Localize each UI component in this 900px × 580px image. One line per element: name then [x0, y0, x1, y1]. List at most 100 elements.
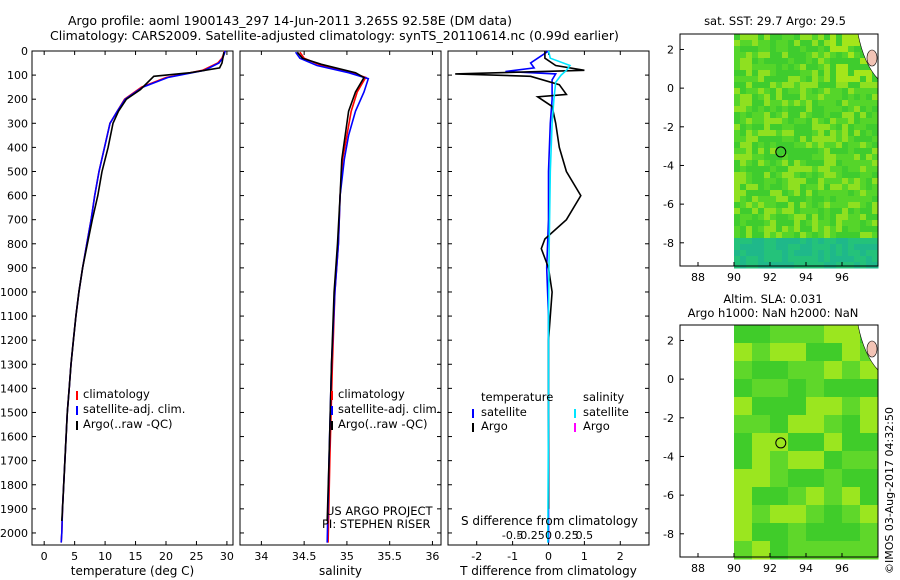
sst-map-cell: [824, 154, 831, 161]
sla-map-cell: [788, 445, 795, 452]
sla-map-cell: [800, 499, 807, 506]
sst-map-cell: [854, 124, 861, 131]
sla-map-cell: [782, 511, 789, 518]
sla-map-cell: [830, 373, 837, 380]
sst-map-cell: [842, 130, 849, 137]
sla-map-cell: [854, 379, 861, 386]
sla-map-cell: [812, 475, 819, 482]
depth-tick-label: 1500: [0, 406, 28, 419]
sla-map-cell: [800, 343, 807, 350]
sst-map-cell: [770, 190, 777, 197]
sla-map-cell: [848, 535, 855, 542]
sla-map-cell: [818, 337, 825, 344]
sla-map-cell: [788, 379, 795, 386]
sst-map-cell: [764, 142, 771, 149]
sla-map-cell: [866, 481, 873, 488]
sla-map-cell: [764, 547, 771, 554]
sst-map-cell: [860, 136, 867, 143]
sst-map-cell: [752, 130, 759, 137]
sst-map-cell: [860, 166, 867, 173]
pi-credit: PI: STEPHEN RISER: [322, 517, 431, 531]
sla-map-cell: [836, 433, 843, 440]
sla-map-cell: [824, 475, 831, 482]
sla-map-cell: [848, 487, 855, 494]
sst-map-cell: [872, 220, 879, 227]
sla-map-cell: [782, 361, 789, 368]
sst-map-cell: [860, 118, 867, 125]
sla-map-cell: [866, 373, 873, 380]
sla-map-cell: [818, 361, 825, 368]
sla-map-cell: [794, 409, 801, 416]
sla-map-cell: [758, 511, 765, 518]
sst-map-cell: [818, 202, 825, 209]
sla-map-cell: [806, 415, 813, 422]
sla-map-cell: [872, 403, 879, 410]
sla-map-cell: [794, 415, 801, 422]
sst-map-cell: [806, 244, 813, 251]
sla-map-cell: [866, 553, 873, 560]
sla-map-cell: [842, 487, 849, 494]
sla-map-cell: [800, 349, 807, 356]
sst-map-cell: [788, 250, 795, 257]
sst-map-cell: [782, 130, 789, 137]
sst-map-cell: [824, 106, 831, 113]
sla-map-cell: [842, 553, 849, 560]
sla-map-cell: [734, 553, 741, 560]
sla-map-cell: [746, 379, 753, 386]
sst-map-cell: [836, 154, 843, 161]
sst-map-cell: [818, 262, 825, 269]
sla-map-cell: [830, 475, 837, 482]
sst-map-cell: [854, 196, 861, 203]
sst-map-cell: [764, 214, 771, 221]
sla-map-cell: [848, 397, 855, 404]
depth-tick-label: 400: [7, 141, 28, 154]
sla-map-cell: [752, 457, 759, 464]
sst-map-cell: [842, 250, 849, 257]
sla-map-cell: [872, 439, 879, 446]
sst-map-cell: [824, 52, 831, 59]
sla-map-cell: [836, 415, 843, 422]
sst-map-cell: [836, 142, 843, 149]
sst-map-cell: [860, 226, 867, 233]
sla-map-cell: [854, 529, 861, 536]
sst-map-cell: [788, 64, 795, 71]
sst-map-cell: [752, 118, 759, 125]
sst-map-cell: [830, 172, 837, 179]
sla-map-cell: [830, 391, 837, 398]
sla-map-cell: [806, 325, 813, 332]
sla-map-cell: [758, 463, 765, 470]
sla-map-cell: [830, 403, 837, 410]
sst-map-cell: [776, 154, 783, 161]
sst-map-cell: [824, 94, 831, 101]
sst-map-cell: [860, 52, 867, 59]
sla-map-cell: [752, 331, 759, 338]
sla-map-cell: [800, 325, 807, 332]
sla-map-cell: [752, 445, 759, 452]
sla-map-cell: [806, 457, 813, 464]
sla-map-cell: [842, 337, 849, 344]
sst-map-cell: [734, 220, 741, 227]
sla-map-cell: [740, 373, 747, 380]
sla-map-cell: [854, 343, 861, 350]
sla-map-cell: [860, 415, 867, 422]
sst-map-cell: [806, 76, 813, 83]
sst-map-cell: [818, 58, 825, 65]
sla-map-cell: [824, 535, 831, 542]
sla-map-cell: [854, 433, 861, 440]
sst-map-cell: [800, 130, 807, 137]
sst-map-cell: [788, 136, 795, 143]
sst-map-cell: [770, 178, 777, 185]
sla-map-cell: [860, 553, 867, 560]
sst-map-cell: [842, 238, 849, 245]
sst-map-cell: [740, 202, 747, 209]
sst-map-cell: [770, 244, 777, 251]
sla-map-cell: [812, 385, 819, 392]
sst-map-cell: [776, 136, 783, 143]
sla-map-cell: [758, 385, 765, 392]
sla-map-cell: [788, 535, 795, 542]
sla-map-cell: [824, 493, 831, 500]
sst-map-cell: [848, 136, 855, 143]
sla-map-cell: [746, 439, 753, 446]
sst-map-cell: [734, 160, 741, 167]
sst-map-cell: [806, 250, 813, 257]
